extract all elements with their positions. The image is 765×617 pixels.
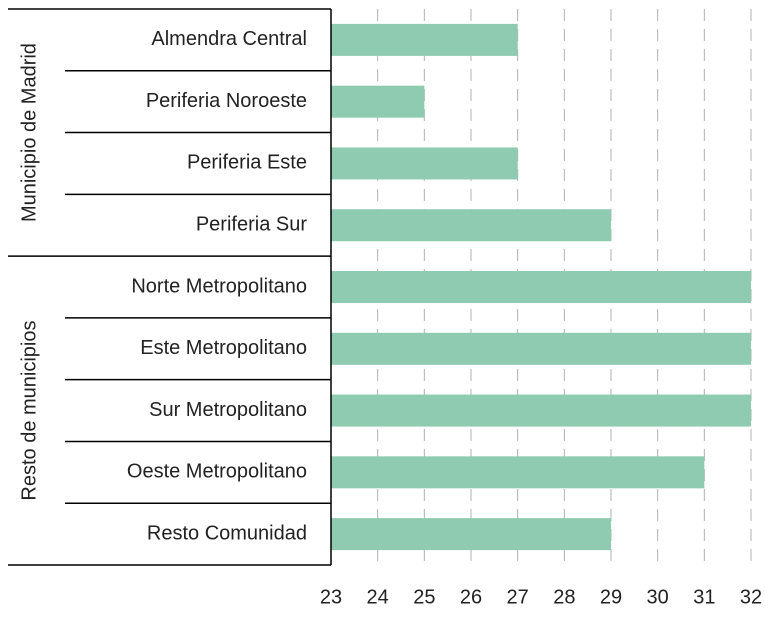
y-tick-label: Almendra Central: [151, 28, 307, 50]
y-tick-label: Norte Metropolitano: [131, 275, 307, 297]
bar: [331, 85, 425, 118]
bar: [331, 456, 705, 489]
y-tick-label: Sur Metropolitano: [149, 399, 307, 421]
x-tick-label: 23: [320, 586, 342, 608]
bar: [331, 23, 518, 56]
y-tick-label: Resto Comunidad: [147, 522, 307, 544]
x-tick-label: 24: [367, 586, 389, 608]
x-tick-label: 25: [413, 586, 435, 608]
y-tick-label: Este Metropolitano: [140, 337, 307, 359]
x-tick-label: 29: [600, 586, 622, 608]
bar: [331, 271, 751, 303]
x-tick-label: 32: [740, 586, 762, 608]
bar: [331, 332, 751, 365]
x-tick-label: 28: [553, 586, 575, 608]
y-tick-label: Periferia Noroeste: [146, 90, 307, 112]
group-label: Resto de municipios: [18, 321, 40, 501]
x-tick-label: 26: [460, 586, 482, 608]
y-tick-label: Periferia Este: [187, 152, 307, 174]
y-tick-label: Oeste Metropolitano: [127, 461, 307, 483]
y-tick-label: Periferia Sur: [196, 214, 307, 236]
bar: [331, 518, 611, 551]
bar: [331, 394, 751, 427]
bar: [331, 209, 611, 242]
group-label: Municipio de Madrid: [18, 43, 40, 222]
x-tick-label: 30: [647, 586, 669, 608]
bar: [331, 147, 518, 180]
x-tick-label: 27: [507, 586, 529, 608]
x-tick-label: 31: [693, 586, 715, 608]
